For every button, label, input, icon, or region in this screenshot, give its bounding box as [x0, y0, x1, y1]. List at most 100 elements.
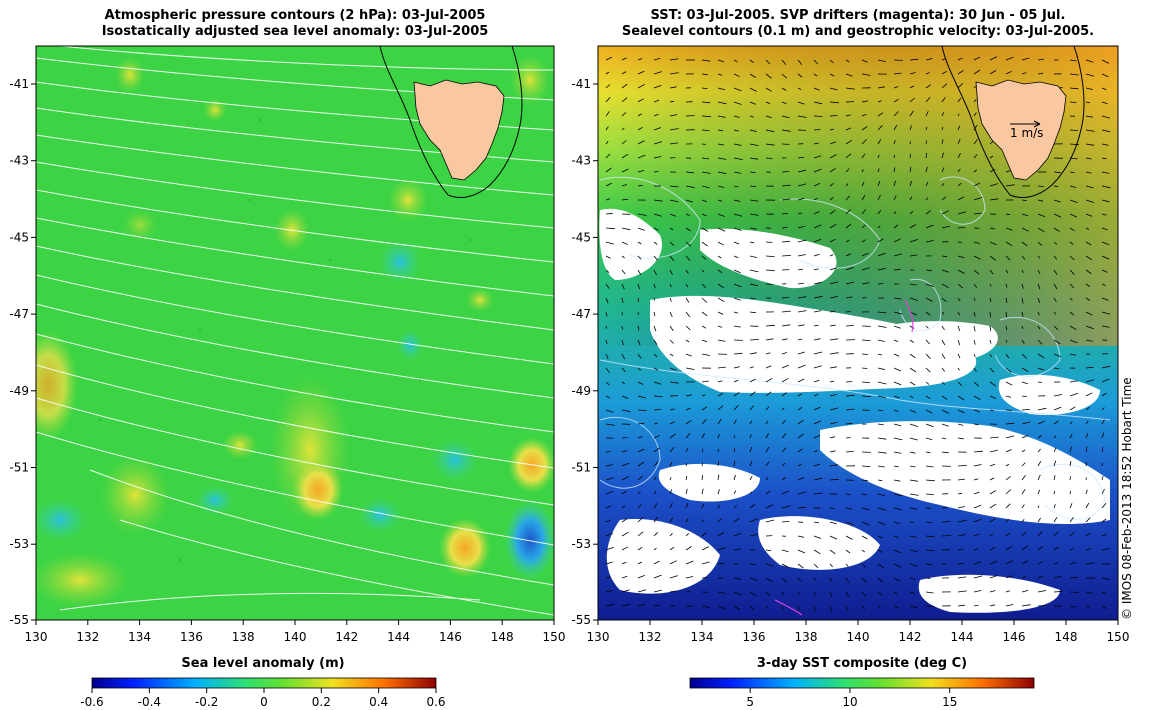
velocity-arrow	[989, 590, 996, 593]
velocity-arrow	[621, 561, 627, 565]
velocity-arrow	[733, 73, 740, 77]
velocity-arrow	[717, 241, 725, 246]
velocity-arrow	[877, 283, 884, 285]
velocity-arrow	[1053, 504, 1056, 509]
velocity-arrow	[669, 100, 675, 103]
velocity-arrow	[653, 461, 659, 467]
velocity-arrow	[973, 283, 978, 288]
velocity-arrow	[605, 297, 609, 304]
velocity-arrow	[701, 325, 707, 329]
velocity-arrow	[989, 503, 997, 509]
velocity-arrow	[781, 377, 789, 383]
velocity-arrow	[845, 296, 853, 299]
velocity-arrow	[925, 96, 931, 103]
velocity-arrow	[701, 488, 704, 495]
velocity-arrow	[749, 283, 758, 287]
velocity-arrow	[653, 57, 661, 61]
lat-tick-label: -41	[9, 77, 29, 91]
velocity-arrow	[605, 367, 610, 373]
velocity-arrow	[781, 462, 786, 467]
velocity-arrow	[909, 591, 916, 594]
velocity-arrow	[1021, 604, 1031, 607]
velocity-arrow	[941, 395, 948, 400]
velocity-arrow	[957, 153, 961, 159]
velocity-arrow	[1101, 378, 1110, 383]
velocity-arrow	[749, 534, 758, 537]
velocity-arrow	[893, 72, 902, 75]
velocity-arrow	[765, 365, 772, 369]
velocity-arrow	[941, 423, 949, 427]
velocity-arrow	[877, 423, 884, 426]
velocity-arrow	[621, 603, 631, 607]
velocity-arrow	[973, 169, 978, 173]
velocity-arrow	[1069, 227, 1075, 232]
velocity-arrow	[669, 283, 672, 288]
velocity-arrow	[909, 493, 919, 496]
velocity-arrow	[845, 535, 853, 540]
velocity-arrow	[941, 139, 944, 145]
velocity-arrow	[605, 519, 611, 523]
lon-tick-label: 138	[795, 630, 818, 644]
velocity-arrow	[813, 101, 823, 105]
velocity-arrow	[877, 252, 886, 257]
velocity-arrow	[973, 478, 979, 481]
velocity-arrow	[621, 381, 626, 385]
lon-tick-label: 136	[180, 630, 203, 644]
velocity-arrow	[893, 549, 901, 554]
velocity-arrow	[925, 197, 929, 201]
lat-tick-label: -41	[571, 77, 591, 91]
velocity-arrow	[1069, 143, 1079, 146]
velocity-arrow	[733, 419, 737, 425]
velocity-arrow	[1037, 561, 1043, 565]
right-title-line1: SST: 03-Jul-2005. SVP drifters (magenta)…	[650, 8, 1066, 23]
velocity-arrow	[797, 338, 803, 341]
velocity-arrow	[653, 171, 659, 173]
velocity-arrow	[989, 241, 997, 246]
velocity-arrow	[1101, 503, 1107, 509]
velocity-arrow	[621, 490, 628, 495]
velocity-arrow	[797, 254, 806, 257]
velocity-arrow	[877, 591, 883, 596]
colorbar-tick-label: 0.4	[369, 695, 388, 709]
velocity-arrow	[653, 560, 660, 565]
velocity-arrow	[989, 283, 992, 287]
velocity-arrow	[941, 269, 950, 273]
velocity-arrow	[1053, 420, 1059, 425]
velocity-arrow	[685, 394, 692, 397]
velocity-arrow	[845, 209, 851, 215]
velocity-arrow	[909, 353, 916, 359]
velocity-arrow	[733, 460, 736, 467]
velocity-arrow	[861, 126, 868, 131]
velocity-arrow	[813, 338, 821, 341]
velocity-arrow	[829, 591, 833, 598]
velocity-arrow	[637, 353, 642, 359]
lat-tick-label: -51	[9, 461, 29, 475]
velocity-arrow	[653, 574, 662, 579]
velocity-arrow	[893, 180, 896, 187]
velocity-arrow	[685, 407, 691, 411]
velocity-arrow	[1037, 407, 1047, 411]
velocity-arrow	[813, 365, 822, 369]
velocity-arrow	[1037, 311, 1040, 316]
velocity-arrow	[701, 213, 707, 217]
velocity-arrow	[621, 255, 625, 259]
velocity-arrow	[877, 563, 884, 569]
velocity-arrow	[1005, 70, 1012, 75]
velocity-arrow	[941, 183, 945, 187]
velocity-arrow	[637, 339, 641, 346]
velocity-arrow	[829, 605, 832, 612]
velocity-arrow	[637, 504, 642, 509]
velocity-arrow	[685, 185, 695, 189]
velocity-arrow	[813, 268, 819, 271]
velocity-arrow	[893, 381, 902, 386]
velocity-arrow	[701, 73, 708, 76]
velocity-arrow	[765, 73, 772, 79]
velocity-arrow	[605, 381, 610, 386]
velocity-arrow	[1037, 448, 1041, 453]
tasmania-land	[413, 79, 505, 181]
velocity-arrow	[813, 450, 818, 453]
velocity-arrow	[653, 325, 657, 332]
velocity-arrow	[733, 297, 741, 301]
velocity-arrow	[653, 547, 657, 551]
lon-tick-label: 146	[439, 630, 462, 644]
